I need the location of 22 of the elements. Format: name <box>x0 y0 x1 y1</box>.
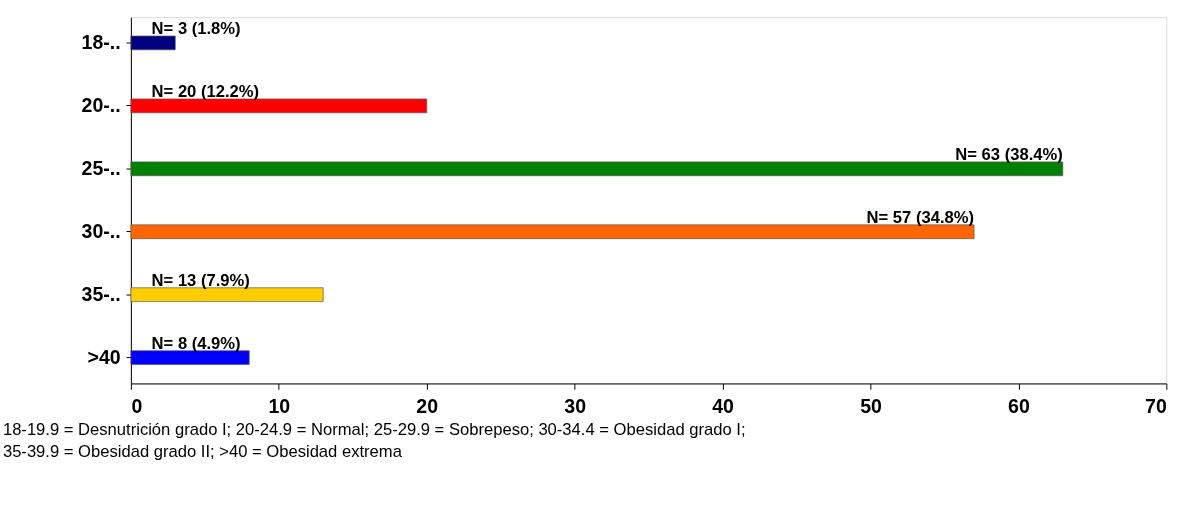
x-tick-label: 0 <box>131 395 143 418</box>
x-tick-label: 40 <box>712 395 735 418</box>
y-tick-label: 18-.. <box>81 30 121 53</box>
y-tick-label: 30-.. <box>81 219 121 242</box>
x-tick-label: 50 <box>860 395 882 418</box>
text: 35-39.9 = Obesidad grado II; >40 = Obesidad extrema <box>2 441 403 461</box>
data-label: N= 3 (1.8%) <box>151 19 241 39</box>
text: 18-19.9 = Desnutrición grado I; 20-24.9 = Normal; 25-29.9 = Sobrepeso; 30-34.4 = Obesidad grado I; <box>2 420 746 440</box>
data-label: N= 13 (7.9%) <box>151 270 250 290</box>
x-tick-label: 10 <box>268 395 291 418</box>
x-tick-label: 60 <box>1008 395 1030 418</box>
y-tick-label: 35-.. <box>81 282 121 305</box>
data-label: N= 20 (12.2%) <box>151 82 260 102</box>
x-tick-label: 30 <box>564 395 587 418</box>
x-tick-label: 20 <box>416 395 439 418</box>
x-tick-label: 70 <box>1145 395 1167 418</box>
data-label: N= 8 (4.9%) <box>151 333 241 353</box>
y-tick-label: 20-.. <box>81 93 121 116</box>
data-label: N= 57 (34.8%) <box>866 207 975 227</box>
y-tick-label: >40 <box>87 345 121 368</box>
y-tick-label: 25-.. <box>81 156 121 179</box>
data-label: N= 63 (38.4%) <box>955 145 1063 165</box>
